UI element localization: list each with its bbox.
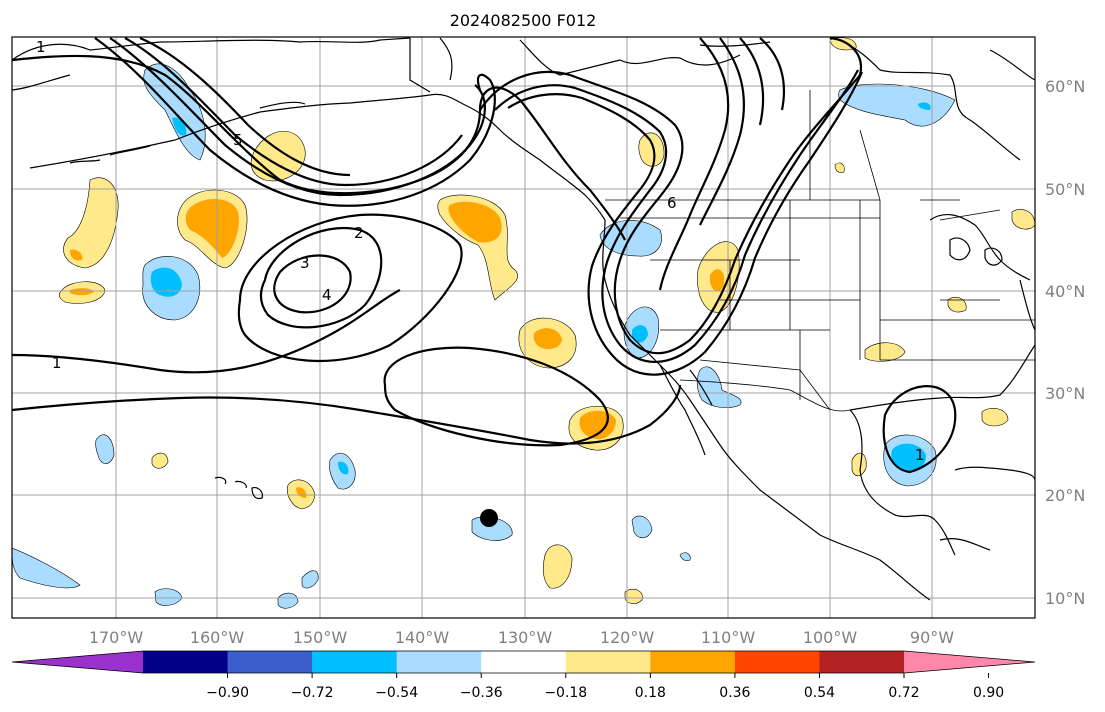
contour-label-4: 4 <box>322 286 332 304</box>
colorbar-segment <box>734 651 820 673</box>
lat-label-30: 30°N <box>1045 384 1085 403</box>
latitude-labels: 60°N 50°N 40°N 30°N 20°N 10°N <box>1045 77 1085 608</box>
colorbar-extend-high <box>904 651 1035 673</box>
lon-label-150w: 150°W <box>293 628 348 647</box>
lat-label-10: 10°N <box>1045 589 1085 608</box>
colorbar-tick-label: −0.90 <box>206 685 249 701</box>
colorbar-segment <box>143 651 229 673</box>
contour-label-3: 3 <box>300 254 310 272</box>
colorbar-segment <box>650 651 736 673</box>
contour-labels: 1 2 3 4 5 6 1 1 <box>36 38 925 464</box>
contour-label-2: 2 <box>354 224 364 242</box>
map-frame <box>11 36 1036 619</box>
map-title: 2024082500 F012 <box>450 11 597 30</box>
lon-label-140w: 140°W <box>395 628 450 647</box>
longitude-labels: 170°W 160°W 150°W 140°W 130°W 120°W 110°… <box>89 628 954 647</box>
lat-label-50: 50°N <box>1045 180 1085 199</box>
lon-label-160w: 160°W <box>190 628 245 647</box>
contour-label-5: 5 <box>233 131 243 149</box>
colorbar-segment <box>819 651 905 673</box>
colorbar-tick-label: 0.90 <box>973 685 1004 701</box>
lon-label-90w: 90°W <box>910 628 954 647</box>
map-area: 1 2 3 4 5 6 1 1 <box>12 37 1035 618</box>
colorbar-tick-label: −0.36 <box>460 685 503 701</box>
colorbar-tick-label: 0.72 <box>888 685 919 701</box>
colorbar-segment <box>565 651 651 673</box>
lon-label-130w: 130°W <box>498 628 553 647</box>
colorbar-segment <box>396 651 482 673</box>
colorbar-tick-label: 0.36 <box>719 685 750 701</box>
lon-label-110w: 110°W <box>701 628 756 647</box>
colorbar-segment <box>481 651 567 673</box>
colorbar-tick-label: 0.54 <box>804 685 835 701</box>
colorbar-labels: −0.90 −0.72 −0.54 −0.36 −0.18 0.18 0.36 0.54 0.7… <box>206 673 1004 701</box>
colorbar-tick-label: −0.72 <box>291 685 334 701</box>
colorbar-segment <box>227 651 313 673</box>
colorbar-extend-low <box>12 651 143 673</box>
lat-label-20: 20°N <box>1045 486 1085 505</box>
anomaly-shading <box>12 37 1035 609</box>
contours <box>12 37 957 474</box>
lon-label-170w: 170°W <box>89 628 144 647</box>
colorbar-tick-label: −0.54 <box>375 685 418 701</box>
lat-label-40: 40°N <box>1045 282 1085 301</box>
coastlines <box>12 37 1035 601</box>
colorbar-segment <box>312 651 398 673</box>
contour-label-7: 1 <box>52 354 62 372</box>
contour-label-8: 1 <box>915 446 925 464</box>
graticule <box>12 37 1035 618</box>
lat-label-60: 60°N <box>1045 77 1085 96</box>
contour-label-6: 6 <box>667 194 677 212</box>
contour-label-1: 1 <box>36 38 46 56</box>
colorbar-tick-label: 0.18 <box>635 685 666 701</box>
storm-center-marker <box>480 509 498 527</box>
colorbar-tick-label: −0.18 <box>544 685 587 701</box>
lon-label-100w: 100°W <box>803 628 858 647</box>
lon-label-120w: 120°W <box>600 628 655 647</box>
colorbar <box>11 650 1036 674</box>
